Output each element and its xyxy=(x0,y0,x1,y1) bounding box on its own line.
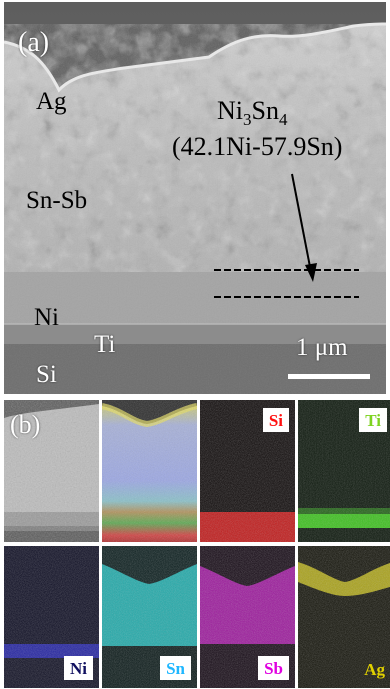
eds-map-sn: Sn xyxy=(102,546,197,688)
layer-label-si: Si xyxy=(36,361,57,388)
sem-micrograph xyxy=(4,2,386,394)
eds-map-ti: Ti xyxy=(298,400,390,542)
eds-map-si: Si xyxy=(200,400,295,542)
eds-map-ag: Ag xyxy=(298,546,390,688)
ti-layer xyxy=(4,324,386,344)
panel-a-label: (a) xyxy=(18,27,50,58)
element-tag-sn: Sn xyxy=(160,656,191,680)
element-tag-sb: Sb xyxy=(258,656,289,680)
eds-map-sb: Sb xyxy=(200,546,295,688)
imc-arrowhead xyxy=(305,263,317,282)
layer-label-ti: Ti xyxy=(94,331,116,358)
phase-composition: (42.1Ni-57.9Sn) xyxy=(172,132,343,161)
element-tag-ni: Ni xyxy=(64,656,93,680)
element-tag-ti: Ti xyxy=(359,408,387,432)
element-tag-si: Si xyxy=(262,408,289,432)
eds-overlay-map xyxy=(102,400,197,542)
scale-bar xyxy=(288,374,370,379)
layer-label-ni: Ni xyxy=(34,304,59,331)
panel-b-label: (b) xyxy=(10,410,41,439)
element-tag-ag: Ag xyxy=(364,660,385,679)
imc-arrow xyxy=(291,173,312,273)
phase-label: Ni3Sn4 xyxy=(217,96,288,130)
scale-bar-label: 1 μm xyxy=(296,334,348,361)
eds-map-ni: Ni xyxy=(4,546,99,688)
sem-thumbnail: (b) xyxy=(4,400,99,542)
sem-cross-section-image: (a) Ag Sn-Sb Ni Ti Si Ni3Sn4 (42.1Ni-57.… xyxy=(4,2,386,394)
layer-label-snsb: Sn-Sb xyxy=(26,187,88,214)
layer-label-ag: Ag xyxy=(36,88,67,115)
